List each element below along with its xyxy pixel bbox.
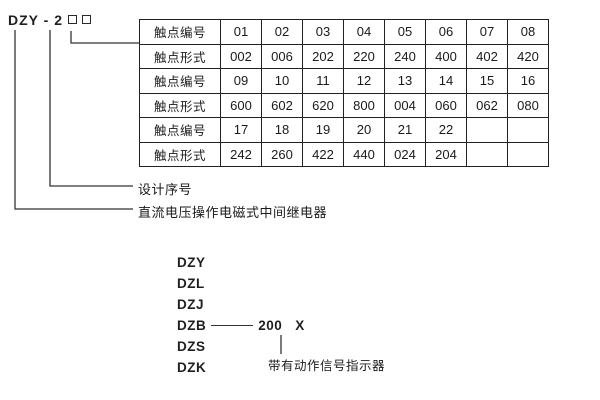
table-row: 触点形式 242 260 422 440 024 204 [139, 141, 549, 167]
model-series-list: DZY DZL DZJ DZB 200 X DZS DZK [177, 252, 305, 378]
table-row: 触点形式 002 006 202 220 240 400 402 420 [139, 43, 549, 69]
indicator-note: 带有动作信号指示器 [268, 359, 386, 373]
table-cell: 09 [220, 68, 262, 94]
table-cell: 10 [261, 68, 303, 94]
table-cell: 080 [507, 92, 549, 118]
dzb-connector-line [211, 325, 254, 326]
table-cell: 002 [220, 43, 262, 69]
row-label: 触点形式 [139, 43, 221, 69]
table-cell: 024 [384, 141, 426, 167]
model-series-label: DZS [177, 339, 206, 354]
table-cell: 062 [466, 92, 508, 118]
table-cell: 15 [466, 68, 508, 94]
model-series-label: DZY [177, 255, 206, 270]
table-cell: 006 [261, 43, 303, 69]
table-cell: 16 [507, 68, 549, 94]
table-cell: 800 [343, 92, 385, 118]
model-code-text: DZY - 2 [8, 12, 63, 28]
table-cell: 02 [261, 19, 303, 45]
table-cell: 004 [384, 92, 426, 118]
table-cell: 18 [261, 117, 303, 143]
table-cell: 04 [343, 19, 385, 45]
model-series-item: DZJ [177, 294, 305, 315]
row-label: 触点形式 [139, 92, 221, 118]
table-cell: 22 [425, 117, 467, 143]
leader-line-contact-table [70, 31, 139, 44]
model-series-label: DZL [177, 276, 205, 291]
row-label: 触点编号 [139, 19, 221, 45]
table-row: 触点编号 01 02 03 04 05 06 07 08 [139, 19, 549, 45]
model-code: DZY - 2 [8, 12, 91, 28]
table-cell: 060 [425, 92, 467, 118]
table-cell [507, 117, 549, 143]
table-cell: 260 [261, 141, 303, 167]
row-label: 触点形式 [139, 141, 221, 167]
table-cell: 19 [302, 117, 344, 143]
table-row: 触点编号 17 18 19 20 21 22 [139, 117, 549, 143]
table-cell: 440 [343, 141, 385, 167]
table-cell: 13 [384, 68, 426, 94]
table-cell: 21 [384, 117, 426, 143]
table-cell: 05 [384, 19, 426, 45]
dzb-value: 200 [258, 318, 283, 333]
table-cell: 01 [220, 19, 262, 45]
contact-table-body: 触点编号 01 02 03 04 05 06 07 08 触点形式 002 006 202 220 240 4… [139, 19, 549, 167]
model-series-label: DZJ [177, 297, 205, 312]
table-cell: 11 [302, 68, 344, 94]
table-cell: 204 [425, 141, 467, 167]
table-cell: 17 [220, 117, 262, 143]
model-code-box-2 [81, 15, 91, 24]
row-label: 触点编号 [139, 117, 221, 143]
model-series-label: DZK [177, 360, 207, 375]
table-cell: 12 [343, 68, 385, 94]
table-cell: 07 [466, 19, 508, 45]
dzb-suffix: X [295, 318, 305, 333]
table-cell [466, 141, 508, 167]
table-cell: 20 [343, 117, 385, 143]
model-series-label: DZB [177, 318, 207, 333]
table-cell: 242 [220, 141, 262, 167]
table-cell: 602 [261, 92, 303, 118]
table-cell: 220 [343, 43, 385, 69]
table-cell: 240 [384, 43, 426, 69]
table-cell: 400 [425, 43, 467, 69]
contact-table: 触点编号 01 02 03 04 05 06 07 08 触点形式 002 006 202 220 240 4… [139, 19, 549, 167]
table-cell: 202 [302, 43, 344, 69]
model-series-item: DZL [177, 273, 305, 294]
row-label: 触点编号 [139, 68, 221, 94]
table-cell: 03 [302, 19, 344, 45]
table-cell: 06 [425, 19, 467, 45]
model-series-item: DZK [177, 357, 305, 378]
leader-line-relay-type [14, 30, 133, 210]
callout-design-serial: 设计序号 [138, 182, 193, 197]
table-cell: 620 [302, 92, 344, 118]
table-row: 触点形式 600 602 620 800 004 060 062 080 [139, 92, 549, 118]
table-cell: 14 [425, 68, 467, 94]
model-code-box-1 [67, 15, 77, 24]
table-cell [507, 141, 549, 167]
table-cell: 422 [302, 141, 344, 167]
table-row: 触点编号 09 10 11 12 13 14 15 16 [139, 68, 549, 94]
table-cell: 08 [507, 19, 549, 45]
table-cell: 420 [507, 43, 549, 69]
callout-relay-type: 直流电压操作电磁式中间继电器 [138, 205, 328, 220]
table-cell: 600 [220, 92, 262, 118]
model-series-item-dzb: DZB 200 X [177, 315, 305, 336]
table-cell [466, 117, 508, 143]
model-series-item: DZS [177, 336, 305, 357]
model-series-item: DZY [177, 252, 305, 273]
table-cell: 402 [466, 43, 508, 69]
leader-line-design-serial [49, 30, 133, 187]
